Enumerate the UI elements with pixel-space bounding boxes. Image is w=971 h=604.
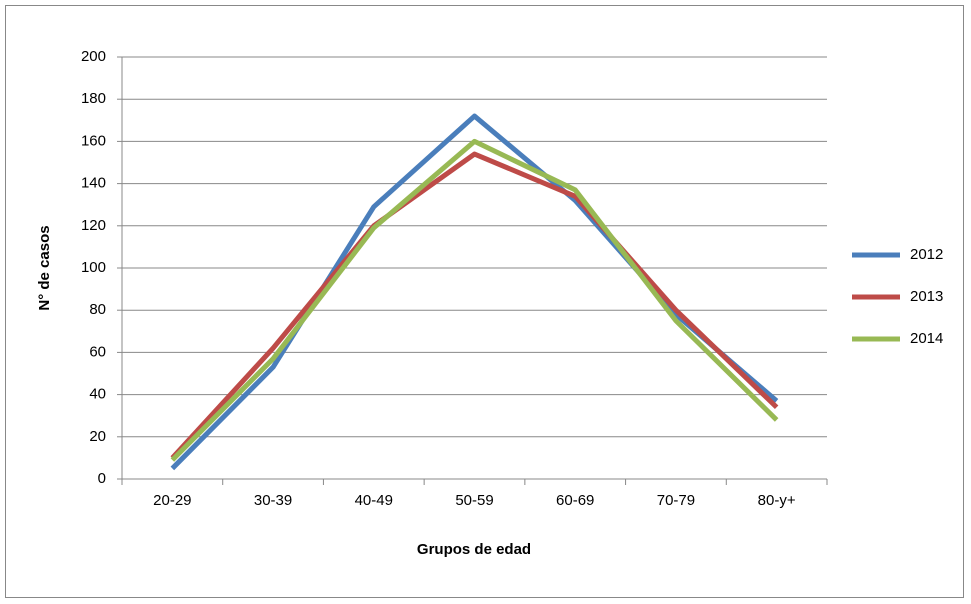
legend-label: 2014 xyxy=(910,330,943,347)
y-tick-label: 20 xyxy=(89,428,106,445)
x-tick-label: 50-59 xyxy=(455,492,493,509)
series-line xyxy=(170,151,779,460)
x-tick-label: 80-y+ xyxy=(758,492,796,509)
x-tick-label: 20-29 xyxy=(153,492,191,509)
y-tick-label: 0 xyxy=(98,470,106,487)
chart-frame xyxy=(5,5,964,598)
y-tick-label: 200 xyxy=(81,48,106,65)
x-tick-label: 60-69 xyxy=(556,492,594,509)
legend-label: 2012 xyxy=(910,246,943,263)
y-tick-label: 80 xyxy=(89,301,106,318)
series-line xyxy=(170,113,779,471)
y-tick-label: 140 xyxy=(81,175,106,192)
y-tick-label: 100 xyxy=(81,259,106,276)
y-tick-label: 160 xyxy=(81,132,106,149)
x-axis-title: Grupos de edad xyxy=(417,541,531,558)
x-tick-label: 40-49 xyxy=(355,492,393,509)
x-tick-label: 30-39 xyxy=(254,492,292,509)
y-tick-label: 40 xyxy=(89,386,106,403)
y-tick-label: 120 xyxy=(81,217,106,234)
y-tick-label: 60 xyxy=(89,343,106,360)
series-line xyxy=(170,138,779,462)
y-tick-label: 180 xyxy=(81,90,106,107)
y-axis-title: N° de casos xyxy=(36,225,53,310)
legend-label: 2013 xyxy=(910,288,943,305)
x-tick-label: 70-79 xyxy=(657,492,695,509)
